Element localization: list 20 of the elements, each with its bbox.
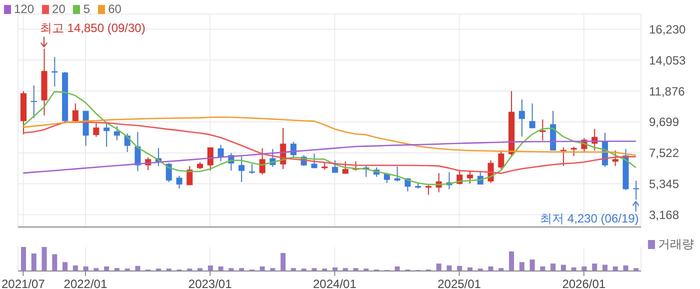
legend-label: 거래량 <box>657 236 694 253</box>
legend-label: 5 <box>82 2 90 16</box>
y-tick-label: 7,522 <box>649 146 680 160</box>
y-tick-label: 16,230 <box>649 22 686 36</box>
y-tick-label: 11,876 <box>649 84 686 98</box>
y-tick-label: 9,699 <box>649 115 680 130</box>
x-tick-label: 2024/01 <box>312 277 357 289</box>
legend-label: 20 <box>51 2 66 16</box>
legend-label: 60 <box>107 2 122 16</box>
x-tick-label: 2026/01 <box>562 277 606 289</box>
x-tick-label: 2021/07 <box>1 277 46 289</box>
annotation: 최저 4,230 (06/19) <box>540 212 639 226</box>
x-tick-label: 2023/01 <box>188 277 232 289</box>
annotation: 최고 14,850 (09/30) <box>40 20 146 35</box>
y-tick-label: 3,168 <box>649 208 680 222</box>
x-tick-label: 2025/01 <box>438 277 482 289</box>
legend-label: 120 <box>13 2 34 16</box>
x-tick-label: 2022/01 <box>64 277 108 289</box>
y-tick-label: 14,053 <box>649 53 686 68</box>
y-tick-label: 5,345 <box>649 177 680 192</box>
